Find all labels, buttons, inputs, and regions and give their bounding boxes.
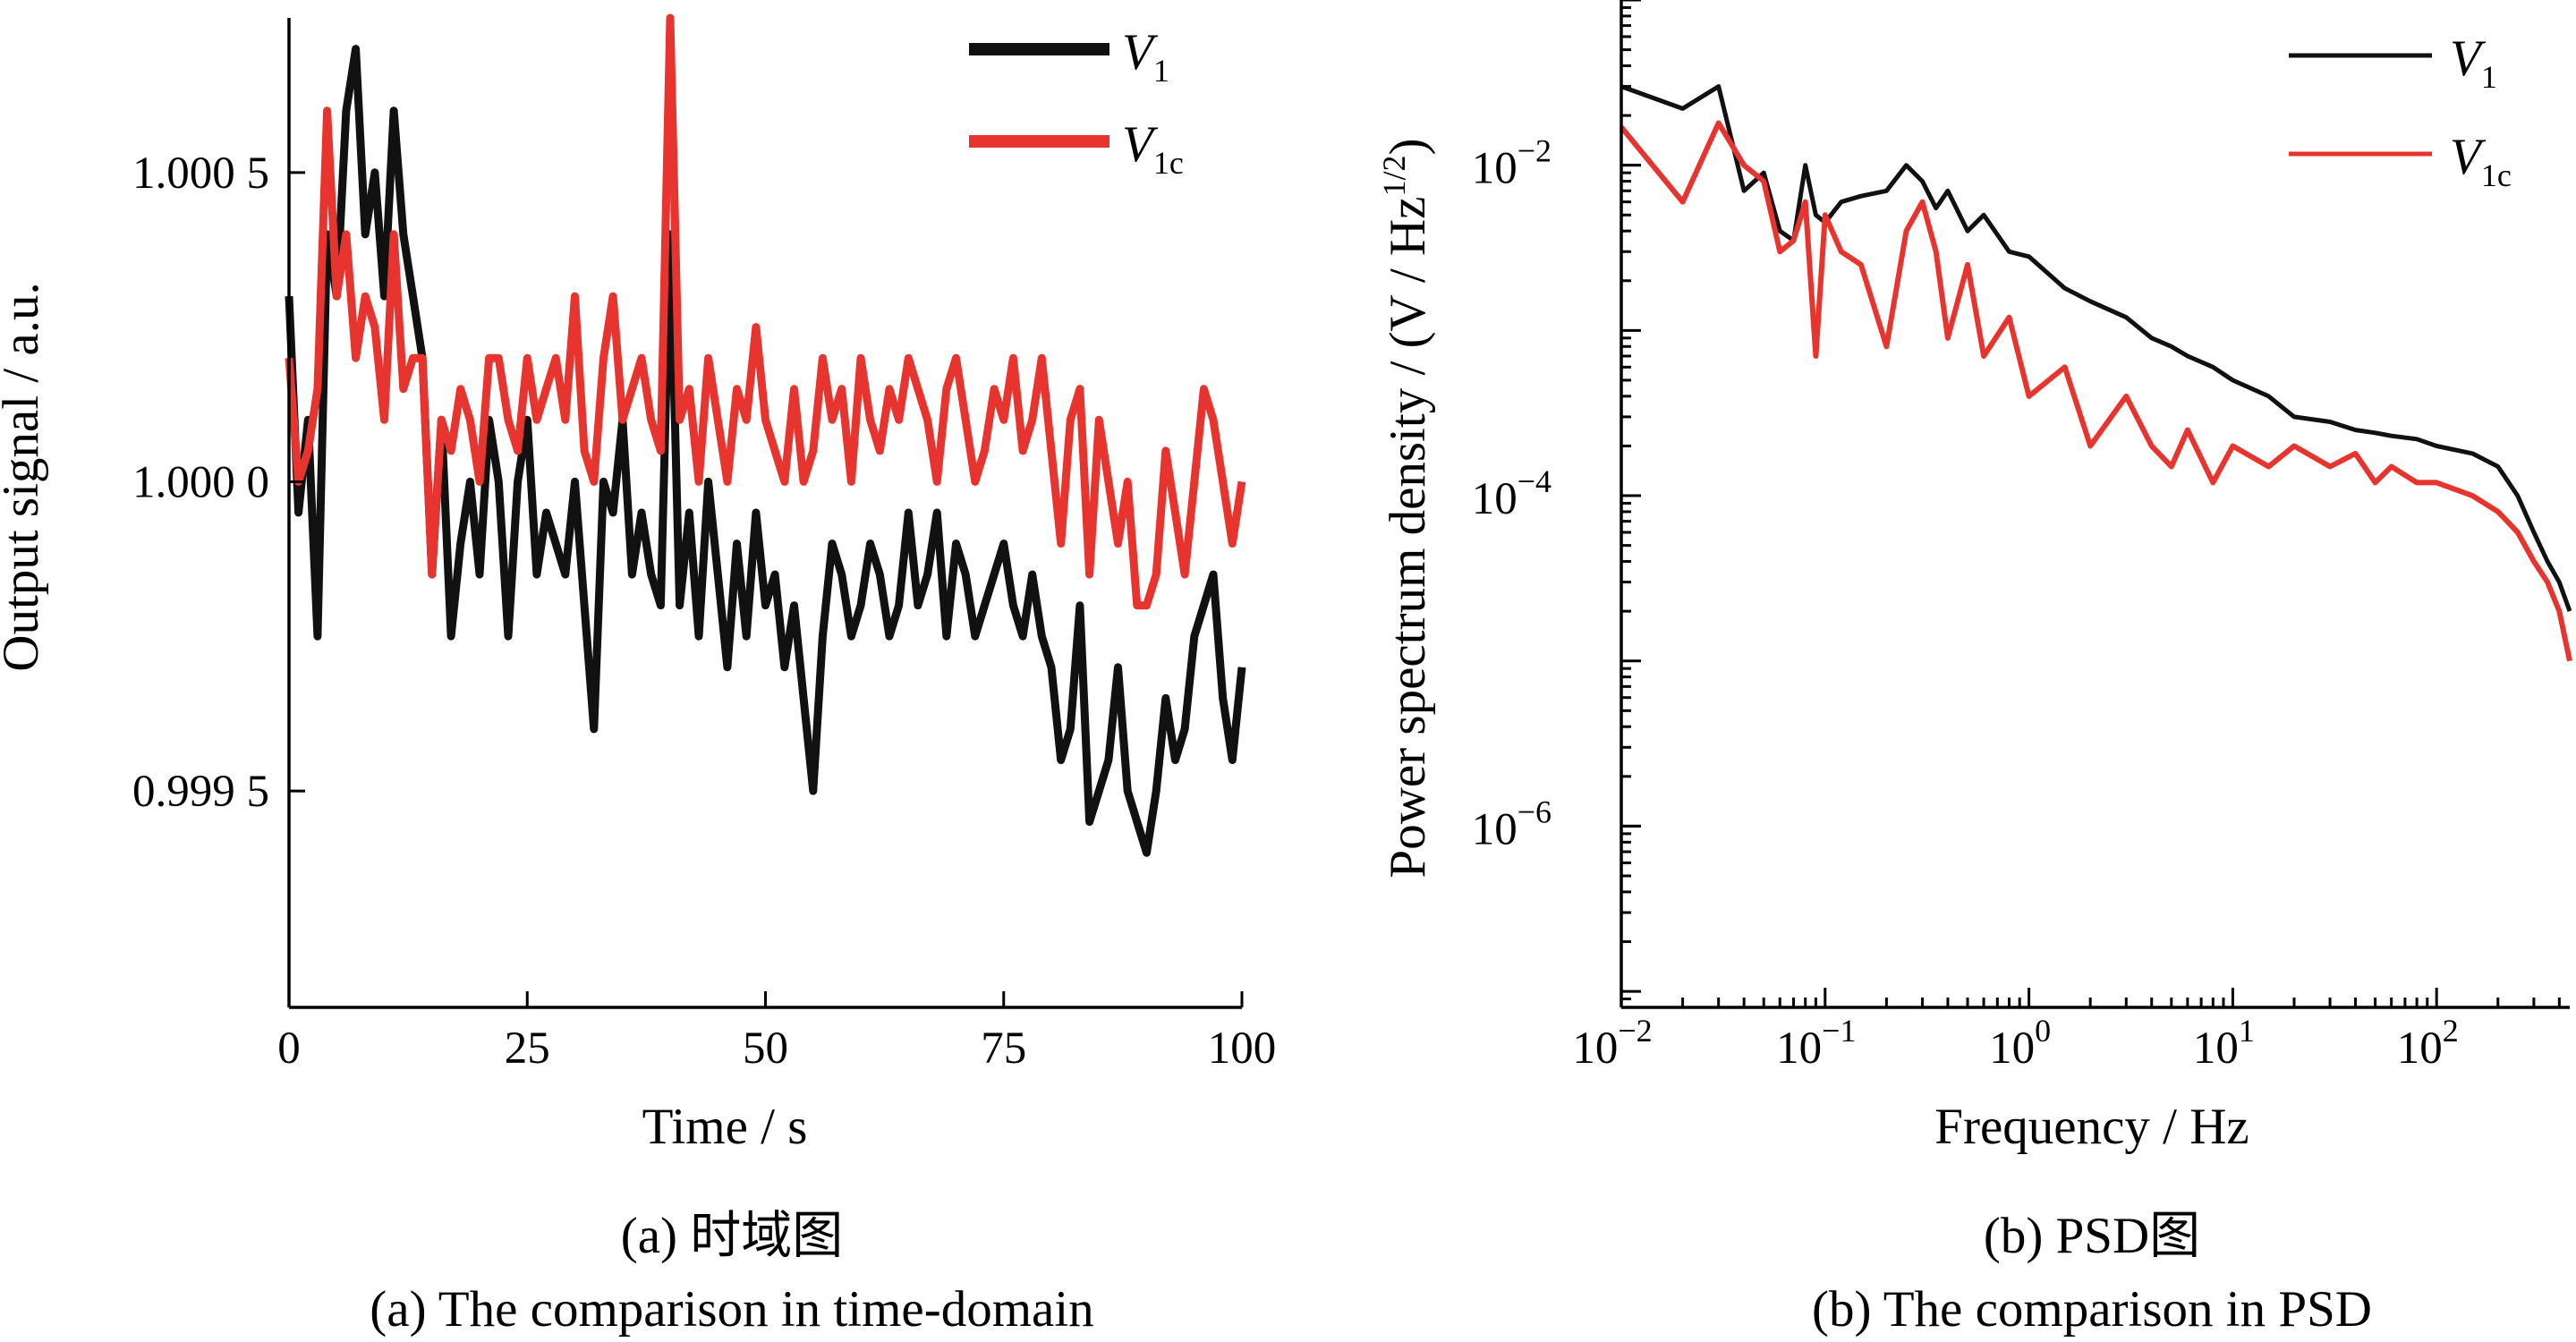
legend-label-v1c: V1c	[1122, 116, 1184, 181]
series-line-v1	[285, 45, 1246, 857]
legend-label-v1-psd-main: V	[2450, 30, 2487, 87]
panel-b-y-axis-label-end: )	[1380, 139, 1436, 156]
legend-label-v1c-main: V	[1122, 116, 1159, 173]
panel-b-y-axis-label-sup: 1/2	[1376, 155, 1412, 196]
y-tick-label: 0.999 5	[132, 767, 269, 817]
panel-b-y-axis-label: Power spectrum density / (V / Hz1/2)	[1376, 139, 1436, 879]
x-tick-label: 100	[1208, 1023, 1277, 1074]
x-tick-label: 50	[743, 1023, 788, 1074]
panel-b-caption-cn: (b) PSD图	[1984, 1208, 2200, 1264]
legend-label-v1-main: V	[1122, 24, 1159, 81]
legend-label-v1c-psd-main: V	[2450, 129, 2487, 185]
panel-a-y-axis-label: Output signal / a.u.	[0, 282, 49, 671]
legend-label-v1-psd-sub: 1	[2481, 59, 2497, 95]
panel-b-y-axis-label-main: Power spectrum density / (V / Hz	[1380, 197, 1436, 879]
psd-y-tick-label: 10−6	[1472, 794, 1552, 854]
x-tick-label: 0	[277, 1023, 301, 1074]
psd-x-tick-label: 102	[2397, 1013, 2459, 1074]
legend-label-v1c-sub: 1c	[1153, 145, 1184, 181]
legend-label-v1-sub: 1	[1153, 53, 1169, 89]
panel-b-x-axis-label: Frequency / Hz	[1934, 1099, 2249, 1155]
panel-a-caption-cn: (a) 时域图	[621, 1208, 844, 1264]
panel-a-x-axis-label: Time / s	[642, 1099, 808, 1155]
legend-label-v1: V1	[1122, 24, 1169, 89]
panel-b-plot-area	[1619, 84, 2572, 662]
series-line-v1c	[285, 13, 1246, 610]
x-tick-label: 25	[505, 1023, 550, 1074]
panel-a-ticks: 0 25 50 75 100 0.999 5 1.000 0 1.000 5	[132, 149, 1276, 1074]
panel-a-plot-area	[285, 13, 1246, 857]
psd-series-line-v1c	[1619, 120, 2572, 662]
legend-label-v1-psd: V1	[2450, 30, 2497, 95]
x-tick-label: 75	[981, 1023, 1026, 1074]
panel-b-ticks: 10−2 10−1 100 101 102 10−6 10−4 10−2	[1472, 0, 2561, 1074]
panel-a-legend: V1 V1c	[969, 24, 1184, 181]
psd-x-tick-label: 100	[1989, 1013, 2051, 1074]
legend-label-v1c-psd-sub: 1c	[2481, 157, 2512, 193]
psd-y-tick-label: 10−4	[1472, 463, 1552, 524]
legend-label-v1c-psd: V1c	[2450, 129, 2512, 193]
psd-y-tick-label: 10−2	[1472, 133, 1552, 194]
panel-a-caption-en: (a) The comparison in time-domain	[370, 1281, 1093, 1338]
panel-a-time-domain: 0 25 50 75 100 0.999 5 1.000 0 1.000 5 Time / s…	[0, 13, 1276, 1338]
psd-x-tick-label: 10−1	[1776, 1013, 1856, 1074]
psd-x-tick-label: 101	[2193, 1013, 2255, 1074]
psd-series-line-v1	[1620, 84, 2572, 612]
y-tick-label: 1.000 5	[132, 149, 269, 199]
panel-b-legend: V1 V1c	[2289, 30, 2512, 193]
y-tick-label: 1.000 0	[132, 457, 269, 507]
psd-x-tick-label: 10−2	[1572, 1013, 1652, 1074]
panel-b-caption-en: (b) The comparison in PSD	[1812, 1281, 2372, 1338]
panel-b-psd: 10−2 10−1 100 101 102 10−6 10−4 10−2 Frequency …	[1376, 0, 2572, 1338]
